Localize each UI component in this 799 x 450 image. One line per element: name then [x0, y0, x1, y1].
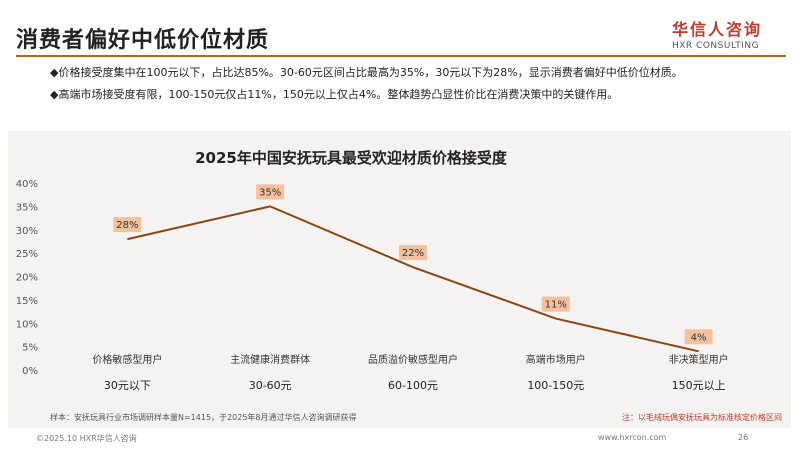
chart-footnote: 注：以毛绒玩偶安抚玩具为标准核定价格区间	[622, 412, 782, 422]
x-tick-label: 150元以上	[672, 379, 726, 392]
footer-copyright: ©2025.10 HXR华信人咨询	[36, 434, 137, 443]
x-tick-label: 60-100元	[388, 379, 438, 392]
series-line	[127, 205, 699, 353]
y-tick-label: 10%	[16, 319, 38, 330]
segment-label: 高端市场用户	[526, 353, 586, 366]
y-tick-label: 0%	[22, 366, 38, 377]
data-label-box	[399, 245, 427, 261]
y-tick-label: 35%	[16, 202, 38, 213]
y-tick-label: 20%	[16, 273, 38, 284]
bullet-point-1: ◆价格接受度集中在100元以下，占比达85%。30-60元区间占比最高为35%，…	[50, 66, 683, 79]
data-label: 4%	[691, 332, 707, 343]
page-number: 26	[738, 433, 749, 442]
segment-label: 品质溢价敏感型用户	[368, 353, 458, 366]
data-label-box	[113, 217, 142, 233]
data-label-box	[256, 184, 285, 200]
segment-label: 主流健康消费群体	[230, 353, 310, 366]
page-title: 消费者偏好中低价位材质	[16, 28, 270, 53]
header-divider	[16, 55, 786, 57]
data-label: 11%	[545, 300, 567, 311]
logo-english-text: HXR CONSULTING	[672, 41, 760, 51]
x-tick-label: 100-150元	[527, 379, 584, 392]
company-logo: 华信人咨询 HXR CONSULTING	[672, 16, 792, 51]
data-label: 35%	[259, 187, 281, 198]
chart-title: 2025年中国安抚玩具最受欢迎材质价格接受度	[195, 149, 508, 167]
x-tick-label: 30-60元	[249, 379, 292, 392]
logo-chinese-text: 华信人咨询	[672, 20, 763, 39]
y-tick-label: 15%	[16, 296, 38, 307]
x-tick-label: 30元以下	[104, 379, 151, 392]
y-tick-label: 25%	[16, 249, 38, 260]
data-label: 22%	[402, 248, 424, 259]
segment-label: 价格敏感型用户	[92, 353, 162, 366]
data-label-box	[684, 329, 713, 345]
line-chart: 2025年中国安抚玩具最受欢迎材质价格接受度 0% 5% 10% 15% 20% 25% 30…	[16, 149, 782, 422]
bullet-point-2: ◆高端市场接受度有限，100-150元仅占11%，150元以上仅占4%。整体趋势…	[50, 88, 619, 101]
footer-url: www.hxrcon.com	[598, 433, 667, 442]
y-tick-label: 30%	[16, 226, 38, 237]
segment-label: 非决策型用户	[669, 353, 729, 366]
chart-panel	[8, 131, 791, 428]
source-note: 样本：安抚玩具行业市场调研样本量N=1415，于2025年8月通过华信人咨询调研…	[50, 412, 357, 422]
data-label-box	[541, 296, 570, 312]
y-tick-label: 5%	[22, 343, 38, 354]
y-tick-label: 40%	[16, 179, 38, 190]
data-label: 28%	[116, 220, 138, 231]
